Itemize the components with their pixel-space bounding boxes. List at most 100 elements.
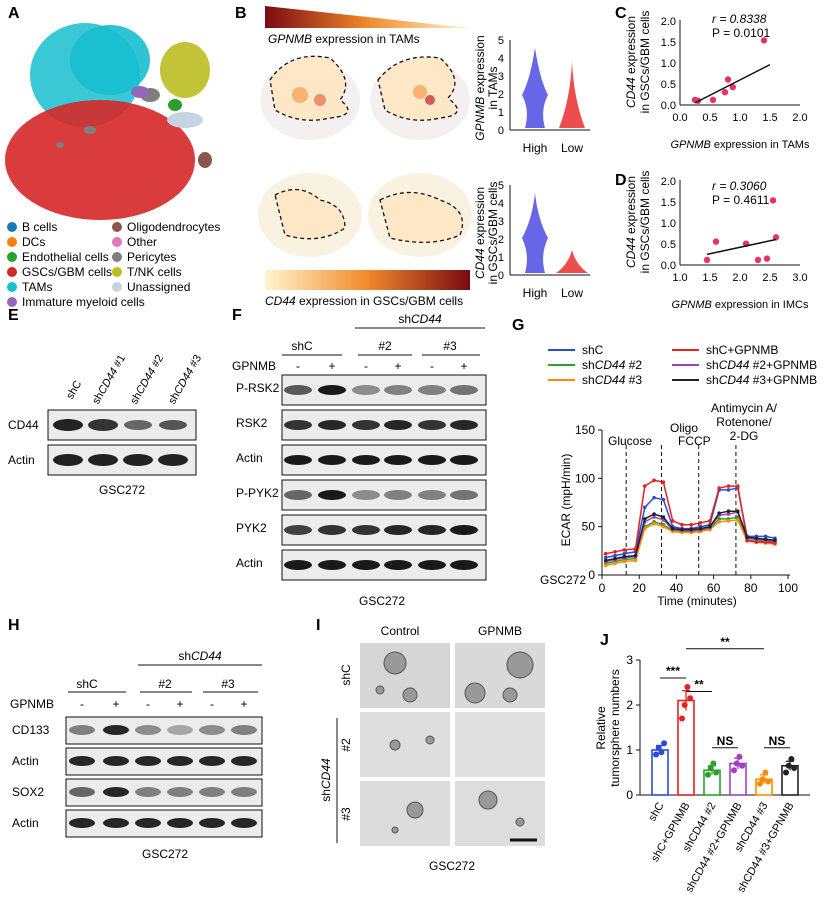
blot-band <box>231 756 257 766</box>
western-h: shCD44 shC #2 #3 GPNMB - + - + - + CD133… <box>10 649 263 861</box>
h-sign: + <box>240 697 247 711</box>
y-tick: 50 <box>582 520 596 534</box>
blot-band <box>352 455 380 465</box>
spheres <box>375 651 534 834</box>
i-row: shC <box>339 664 353 686</box>
scatter-point <box>724 76 732 83</box>
g-ticks: 0 20 40 60 80 100 0 50 100 150 <box>575 423 798 595</box>
y-tick: 3 <box>498 71 504 83</box>
x-tick: 1.0 <box>732 112 747 124</box>
bar-point <box>658 749 665 756</box>
scatter-point <box>721 89 729 96</box>
blot-band <box>231 787 257 797</box>
series-point <box>726 484 731 488</box>
bar-point <box>783 769 789 776</box>
series-point <box>689 522 694 527</box>
series-point <box>661 515 666 519</box>
panel-label-g: G <box>512 317 524 334</box>
series-point <box>717 517 721 521</box>
western-e: shC shCD44 #1 shCD44 #2 shCD44 #3 CD44 A… <box>8 353 204 497</box>
scatter-point <box>712 238 720 245</box>
series-point <box>698 521 703 525</box>
y-tick: 1 <box>498 252 504 264</box>
series-point <box>642 484 647 488</box>
fit-line <box>694 63 771 104</box>
d-xlabel: GPNMB expression in IMCs <box>672 299 809 311</box>
series-point <box>763 537 768 542</box>
bar-point <box>661 740 668 747</box>
series-point <box>603 563 608 568</box>
blot-band <box>318 560 346 570</box>
h-sign: - <box>80 697 84 711</box>
violin-low <box>556 250 588 273</box>
blot-band <box>284 525 312 535</box>
y-tick: 0 <box>588 568 595 582</box>
y-tick: 3 <box>498 216 504 228</box>
series-point <box>603 558 608 563</box>
umap-top-right <box>370 56 470 140</box>
e-lane: shCD44 #1 <box>90 353 128 407</box>
blot-strip <box>65 809 263 838</box>
bar-point <box>765 778 772 785</box>
violin-cat-high: High <box>523 286 548 300</box>
legend-swatch <box>7 222 17 232</box>
blot-band <box>418 420 446 430</box>
series-point <box>726 512 731 516</box>
blot-band <box>199 818 225 828</box>
series-point <box>754 540 759 544</box>
y-tick: 1.5 <box>661 37 676 49</box>
g-ylabel: ECAR (mpH/min) <box>559 454 573 547</box>
violin-bottom-ylabel: CD44 expression <box>473 187 487 279</box>
blot-band <box>167 725 193 735</box>
fit-line <box>706 238 777 256</box>
y-tick: 2.0 <box>661 176 676 188</box>
legend-swatch <box>112 222 122 232</box>
series-point <box>661 524 666 529</box>
series-point <box>652 515 656 519</box>
blot-band <box>103 725 129 735</box>
y-tick: 0 <box>626 788 633 802</box>
g-legend-label: shCD44 #2 <box>582 358 642 372</box>
e-row-actin: Actin <box>8 453 35 467</box>
legend-swatch <box>7 297 17 307</box>
ecar-plot: shC shCD44 #2 shCD44 #3 shC+GPNMB shCD44… <box>540 343 817 608</box>
g-legend-label: shCD44 #2+GPNMB <box>706 358 817 372</box>
sphere-image <box>360 781 450 846</box>
blot-band <box>418 525 446 535</box>
bar-point <box>736 753 743 760</box>
western-f: shCD44 shC #2 #3 GPNMB - + - + - + P-RSK… <box>232 312 487 608</box>
f-sign: + <box>460 359 467 373</box>
h-row: SOX2 <box>12 785 44 799</box>
blot-band <box>450 560 478 570</box>
bar-point <box>684 684 691 690</box>
y-tick: 4 <box>498 198 504 210</box>
g-legend-item: shCD44 #3+GPNMB <box>672 373 817 387</box>
blot-band <box>135 787 161 797</box>
j-ylabel: Relative <box>594 706 608 750</box>
blot-band <box>318 420 346 430</box>
blot-band <box>135 818 161 828</box>
h-cell: GSC272 <box>142 847 188 861</box>
series-point <box>603 551 608 556</box>
e-lane: shC <box>64 379 84 402</box>
series-point <box>717 486 721 490</box>
violin-cat-high: High <box>523 141 548 155</box>
violin-low <box>559 62 585 128</box>
series-point <box>708 524 712 529</box>
gradient-wedge-top <box>265 6 470 28</box>
y-tick: 0.5 <box>661 239 676 251</box>
legend-label: Endothelial cells <box>22 250 109 264</box>
scatter-c: r = 0.8338 P = 0.0101 0.0 0.5 1.0 1.5 2.… <box>624 11 810 151</box>
legend-label: Oligodendrocytes <box>127 220 220 234</box>
blot-band <box>103 787 129 797</box>
h-sign: + <box>176 697 183 711</box>
d-xticks: 1.0 1.5 2.0 2.5 3.0 <box>672 272 807 284</box>
b-top-caption: GPNMB expression in TAMs <box>268 32 420 46</box>
y-tick: 0.0 <box>661 260 676 272</box>
blot-band <box>450 385 478 395</box>
blot-band <box>167 818 193 828</box>
g-cell: GSC272 <box>540 573 586 587</box>
b-bottom-caption: CD44 expression in GSCs/GBM cells <box>265 294 463 308</box>
